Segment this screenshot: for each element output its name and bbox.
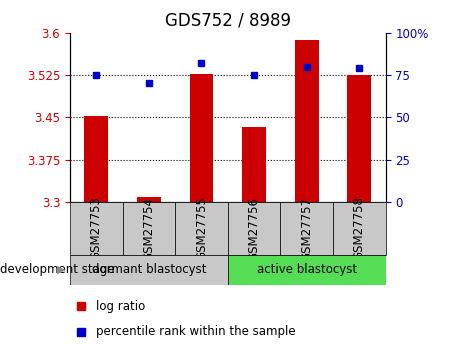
Bar	[84, 116, 108, 202]
Bar	[333, 202, 386, 255]
Text: GSM27757: GSM27757	[300, 197, 313, 260]
Text: GSM27756: GSM27756	[248, 197, 261, 260]
Bar	[175, 202, 228, 255]
Bar	[228, 202, 281, 255]
Bar	[347, 75, 371, 202]
Text: development stage: development stage	[0, 264, 115, 276]
Bar	[295, 40, 318, 202]
Text: active blastocyst: active blastocyst	[257, 264, 357, 276]
Text: GSM27758: GSM27758	[353, 197, 366, 260]
Text: dormant blastocyst: dormant blastocyst	[92, 264, 206, 276]
Bar	[70, 255, 228, 285]
Bar	[189, 75, 213, 202]
Bar	[70, 202, 123, 255]
Bar	[123, 202, 175, 255]
Bar	[228, 255, 386, 285]
Text: ▶: ▶	[57, 265, 65, 275]
Title: GDS752 / 8989: GDS752 / 8989	[165, 12, 291, 30]
Bar	[137, 197, 161, 202]
Bar	[281, 202, 333, 255]
Text: GSM27754: GSM27754	[143, 197, 155, 260]
Text: GSM27753: GSM27753	[90, 197, 103, 260]
Text: percentile rank within the sample: percentile rank within the sample	[96, 325, 295, 338]
Text: log ratio: log ratio	[96, 299, 145, 313]
Text: GSM27755: GSM27755	[195, 197, 208, 260]
Bar	[242, 127, 266, 202]
